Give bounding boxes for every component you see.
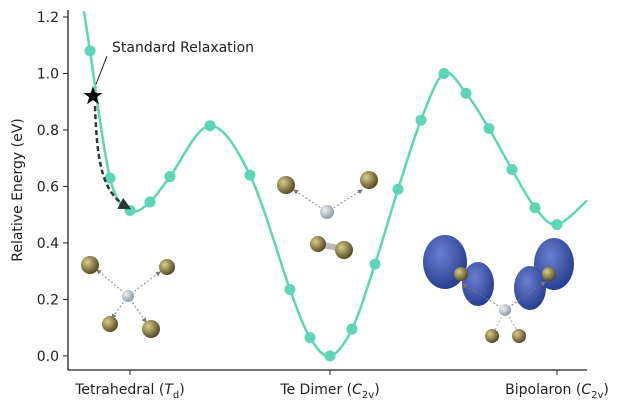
bipolaron-structure [423, 235, 574, 343]
x-tick-label-part: 2v [362, 390, 374, 401]
x-tick-label-part: Bipolaron ( [505, 382, 581, 398]
data-point [438, 67, 450, 79]
data-point [164, 171, 176, 183]
x-tick-label-part: C [352, 382, 362, 398]
x-tick-label-part: T [164, 382, 174, 398]
relaxation-star [83, 86, 103, 105]
x-tick-label: Te Dimer (C2v) [279, 382, 379, 401]
data-point [324, 350, 336, 362]
y-tick-label: 0.8 [37, 123, 59, 139]
energy-curve [82, 11, 588, 358]
dimer-structure [277, 171, 378, 259]
y-tick-label: 0.2 [37, 292, 59, 308]
data-point [483, 123, 495, 135]
data-point [346, 323, 358, 335]
y-tick-label: 1.2 [37, 10, 59, 26]
data-point [392, 183, 404, 195]
y-tick-label: 0.6 [37, 179, 59, 195]
y-axis-label: Relative Energy (eV) [10, 118, 26, 262]
x-tick-label-part: C [581, 382, 591, 398]
annotation-text: Standard Relaxation [112, 40, 254, 56]
y-tick-label: 0.4 [37, 236, 59, 252]
data-point [144, 196, 156, 208]
data-point [204, 120, 216, 132]
data-point [506, 163, 518, 175]
data-point [529, 202, 541, 214]
tetrahedral-structure [81, 256, 175, 338]
data-point [551, 219, 563, 231]
relaxation-arrow [93, 106, 132, 210]
data-point [460, 87, 472, 99]
x-tick-label-part: Te Dimer ( [279, 382, 352, 398]
x-tick-label-part: ) [603, 382, 608, 398]
data-point [369, 258, 381, 270]
y-tick-label: 1.0 [37, 66, 59, 82]
data-point [415, 114, 427, 126]
x-tick-label-part: ) [374, 382, 379, 398]
data-point [84, 45, 96, 57]
data-point [244, 169, 256, 181]
data-point [284, 284, 296, 296]
x-tick-label: Tetrahedral (Td) [74, 382, 185, 401]
data-point [304, 332, 316, 344]
x-tick-label-part: 2v [591, 390, 603, 401]
data-point [104, 172, 116, 184]
x-tick-label-part: ) [179, 382, 184, 398]
x-tick-label-part: Tetrahedral ( [74, 382, 164, 398]
x-tick-label-part: d [173, 390, 179, 401]
annotation-leader [95, 55, 108, 85]
x-tick-label: Bipolaron (C2v) [505, 382, 609, 401]
y-tick-label: 0.0 [37, 349, 59, 365]
data-point [124, 204, 136, 216]
